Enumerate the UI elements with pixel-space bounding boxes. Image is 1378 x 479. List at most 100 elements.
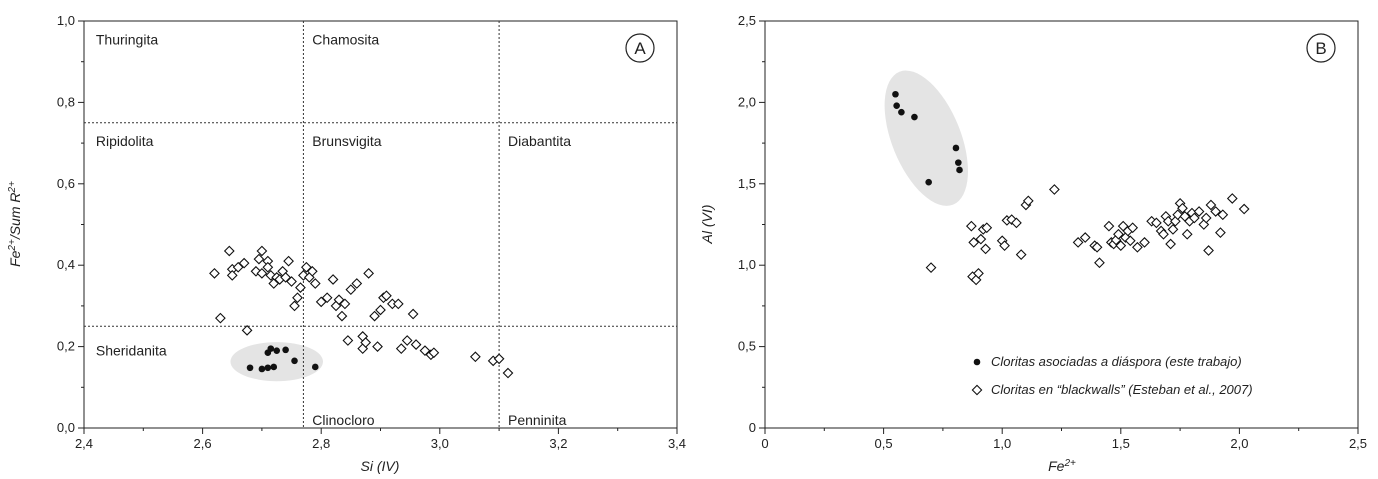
data-point-blackwalls [256,267,268,279]
data-point-blackwalls [1079,232,1091,243]
data-point-blackwalls [395,343,407,355]
data-point-blackwalls [1072,237,1084,248]
chart-panel-a: Thuringita Chamosita Ripidolita Brunsvigita… [7,13,687,474]
data-point-blackwalls [493,353,505,365]
data-point-diaspora [291,357,298,365]
data-point-blackwalls [1124,235,1136,247]
data-point-blackwalls [502,367,514,379]
data-point-diaspora [267,345,275,352]
x-axis-label-b: Fe2+ [1048,458,1076,475]
y-tick-label: 0,2 [57,339,75,354]
x-tick-label: 0 [761,436,768,451]
x-tick-label: 2,8 [312,436,330,451]
field-label: Clinocloro [312,412,374,428]
data-point-blackwalls [1132,241,1143,253]
x-tick-label: 0,5 [875,436,893,451]
plot-frame-b [764,20,1359,429]
y-tick-label: 0 [749,420,756,435]
x-tick-label: 2,6 [194,436,212,451]
data-point-blackwalls [1127,222,1139,234]
data-point-blackwalls [253,253,265,265]
data-point-blackwalls [392,298,404,310]
data-point-blackwalls [1203,245,1214,256]
legend-entry-text: Cloritas asociadas a diáspora (este trab… [991,354,1242,369]
data-point-blackwalls [407,308,419,320]
data-point-blackwalls [209,267,220,279]
data-point-blackwalls [360,337,372,348]
data-point-blackwalls [306,265,318,277]
y-tick-label: 0,4 [57,257,75,272]
x-tick-label: 1,0 [993,436,1011,451]
data-point-blackwalls [372,341,383,352]
data-point-diaspora [893,102,900,109]
data-point-blackwalls [363,267,375,279]
legend: Cloritas asociadas a diáspora (este trab… [971,354,1253,397]
panel-letter-a-badge: A [625,33,655,63]
data-point-blackwalls [369,310,380,322]
data-point-blackwalls [428,347,440,359]
data-point-blackwalls [1172,209,1184,221]
data-point-diaspora [898,108,905,116]
data-point-blackwalls [1006,214,1018,225]
x-tick-label: 2,0 [1230,436,1248,451]
data-point-blackwalls [1049,184,1060,195]
highlight-ellipse [884,70,968,206]
data-point-diaspora [925,178,932,186]
field-label: Thuringita [96,31,158,47]
data-point-blackwalls [999,240,1010,252]
data-point-blackwalls [286,276,297,287]
data-point-blackwalls [1181,228,1193,240]
data-point-blackwalls [973,267,984,279]
data-point-blackwalls [1238,203,1250,215]
data-point-blackwalls [226,269,238,281]
data-point-blackwalls [336,310,348,322]
field-label: Penninita [508,412,567,428]
data-point-blackwalls [345,284,357,295]
data-point-blackwalls [1011,217,1022,229]
data-point-blackwalls [1158,228,1169,240]
data-point-diaspora [264,364,272,372]
data-point-blackwalls [1167,224,1179,235]
data-point-diaspora [911,113,918,121]
x-tick-label: 3,4 [668,436,686,451]
x-tick-label: 2,5 [1349,436,1367,451]
data-point-blackwalls [309,278,321,289]
legend-marker-filled-circle [973,358,981,366]
data-point-blackwalls [1200,212,1212,224]
data-point-blackwalls [1215,227,1226,239]
data-point-blackwalls [295,282,306,293]
data-point-blackwalls [262,261,274,273]
data-point-blackwalls [1094,257,1105,269]
highlight-ellipse [230,342,323,382]
data-point-blackwalls [1226,193,1238,204]
data-point-blackwalls [419,345,431,357]
data-point-diaspora [270,363,278,371]
data-point-blackwalls [410,339,422,350]
data-point-diaspora [952,144,960,152]
data-point-blackwalls [256,245,268,257]
data-point-blackwalls [283,255,294,267]
panel-letter-b: B [1315,39,1326,58]
panel-letter-a: A [634,39,646,58]
data-point-blackwalls [1188,212,1200,224]
legend-marker-open-diamond [971,384,983,396]
data-point-diaspora [955,159,962,166]
y-tick-label: 0,8 [57,94,75,109]
data-point-blackwalls [1193,206,1205,217]
data-point-diaspora [258,365,266,373]
data-point-blackwalls [1015,249,1027,260]
y-tick-label: 0,0 [57,420,75,435]
data-point-blackwalls [925,262,937,274]
data-point-blackwalls [232,261,244,273]
field-label: Brunsvigita [312,133,381,149]
field-label: Ripidolita [96,133,154,149]
data-point-diaspora [311,363,319,371]
data-point-blackwalls [975,233,987,245]
x-tick-label: 1,5 [1112,436,1130,451]
y-tick-label: 2,0 [738,94,756,109]
data-point-blackwalls [315,296,327,308]
data-point-blackwalls [1113,228,1124,240]
data-point-blackwalls [1022,195,1034,207]
field-label: Chamosita [312,31,379,47]
